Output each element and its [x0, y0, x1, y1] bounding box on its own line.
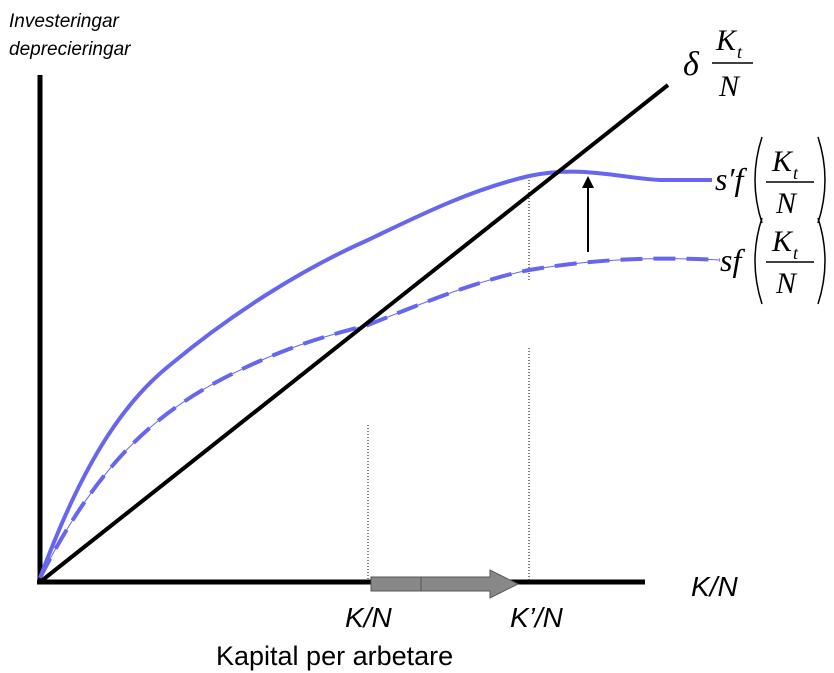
- svg-text:t: t: [737, 42, 743, 62]
- svg-text:δ: δ: [683, 46, 700, 83]
- svg-text:N: N: [718, 70, 741, 103]
- old-savings-label: sf K t N: [720, 217, 826, 305]
- old-savings-curve-thin: [39, 258, 721, 579]
- x-axis-title: Kapital per arbetare: [216, 641, 453, 671]
- svg-text:K: K: [771, 145, 794, 178]
- right-arrow-icon: [370, 569, 520, 599]
- depreciation-label: δ K t N: [683, 24, 753, 103]
- tick-label-initial: K/N: [345, 602, 392, 633]
- y-axis-label-line1: Investeringar: [9, 11, 120, 32]
- svg-text:N: N: [775, 187, 798, 220]
- svg-text:K: K: [771, 225, 794, 258]
- svg-text:K: K: [715, 24, 738, 57]
- old-savings-curve: [38, 256, 721, 579]
- new-savings-curve: [38, 169, 712, 579]
- svg-text:t: t: [793, 163, 799, 183]
- svg-text:N: N: [775, 267, 798, 300]
- y-axis-label-line2: deprecieringar: [9, 39, 131, 60]
- depreciation-line: [38, 83, 670, 584]
- up-arrow-icon: [582, 176, 594, 252]
- svg-text:sf: sf: [720, 242, 745, 278]
- new-savings-label: s′f K t N: [715, 136, 826, 224]
- tick-label-new: K’/N: [510, 602, 564, 633]
- svg-text:s′f: s′f: [715, 161, 747, 197]
- x-axis-symbol: K/N: [691, 571, 738, 602]
- svg-text:t: t: [793, 243, 799, 263]
